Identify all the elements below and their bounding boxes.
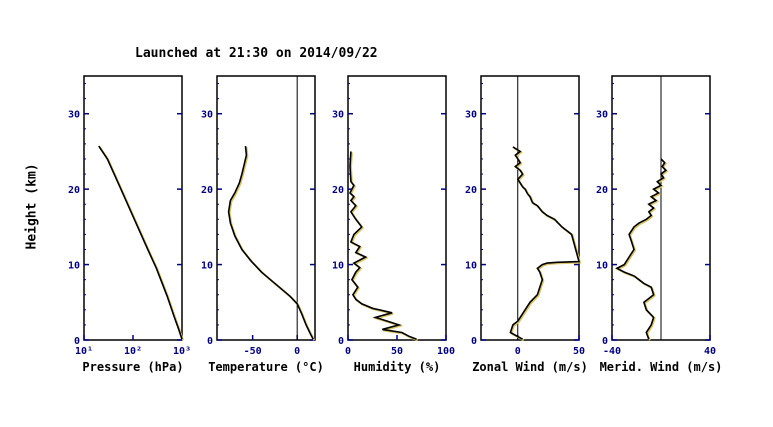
panel-frame-4 — [480, 75, 580, 341]
y-tick-label: 10 — [465, 261, 477, 272]
y-tick-label: 20 — [596, 185, 608, 196]
x-tick-label: 10² — [124, 346, 142, 357]
profile-shadow — [615, 159, 669, 341]
y-tick-label: 30 — [596, 110, 608, 121]
profile-shadow — [349, 152, 418, 342]
x-tick-label: 100 — [437, 346, 455, 357]
x-axis-label: Pressure (hPa) — [82, 360, 183, 374]
profile-line — [227, 146, 314, 340]
y-tick-label: 0 — [471, 336, 477, 347]
profile-line — [509, 146, 581, 340]
y-tick-label: 10 — [332, 261, 344, 272]
x-tick-label: 10³ — [173, 346, 191, 357]
y-tick-label: 30 — [68, 110, 80, 121]
y-tick-label: 30 — [465, 110, 477, 121]
x-tick-label: 50 — [391, 346, 403, 357]
chart-title: Launched at 21:30 on 2014/09/22 — [135, 46, 378, 61]
y-tick-label: 10 — [68, 261, 80, 272]
profile-line — [98, 145, 183, 340]
y-tick-label: 20 — [201, 185, 213, 196]
profile-shadow — [510, 147, 582, 342]
x-tick-label: 0 — [294, 346, 300, 357]
x-tick-label: 40 — [704, 346, 716, 357]
x-tick-label: 10¹ — [75, 346, 93, 357]
profile-line — [349, 151, 417, 340]
panel-frame-3 — [347, 75, 447, 341]
profile-shadow — [228, 147, 316, 341]
x-tick-label: 0 — [345, 346, 351, 357]
y-tick-label: 20 — [68, 185, 80, 196]
y-tick-label: 30 — [201, 110, 213, 121]
x-axis-label: Zonal Wind (m/s) — [472, 360, 588, 374]
y-tick-label: 10 — [596, 261, 608, 272]
x-tick-label: -40 — [603, 346, 621, 357]
y-tick-label: 0 — [602, 336, 608, 347]
y-tick-label: 30 — [332, 110, 344, 121]
x-axis-label: Humidity (%) — [354, 360, 441, 374]
y-tick-label: 0 — [338, 336, 344, 347]
y-tick-label: 0 — [207, 336, 213, 347]
y-tick-label: 0 — [74, 336, 80, 347]
x-tick-label: -50 — [244, 346, 262, 357]
y-tick-label: 20 — [332, 185, 344, 196]
profile-shadow — [98, 146, 184, 341]
x-axis-label: Temperature (°C) — [208, 360, 324, 374]
x-axis-label: Merid. Wind (m/s) — [600, 360, 723, 374]
profile-line — [615, 158, 668, 340]
y-tick-label: 20 — [465, 185, 477, 196]
x-tick-label: 0 — [515, 346, 521, 357]
y-tick-label: 10 — [201, 261, 213, 272]
panel-frame-1 — [83, 75, 183, 341]
x-tick-label: 50 — [573, 346, 585, 357]
panel-frame-2 — [216, 75, 316, 341]
